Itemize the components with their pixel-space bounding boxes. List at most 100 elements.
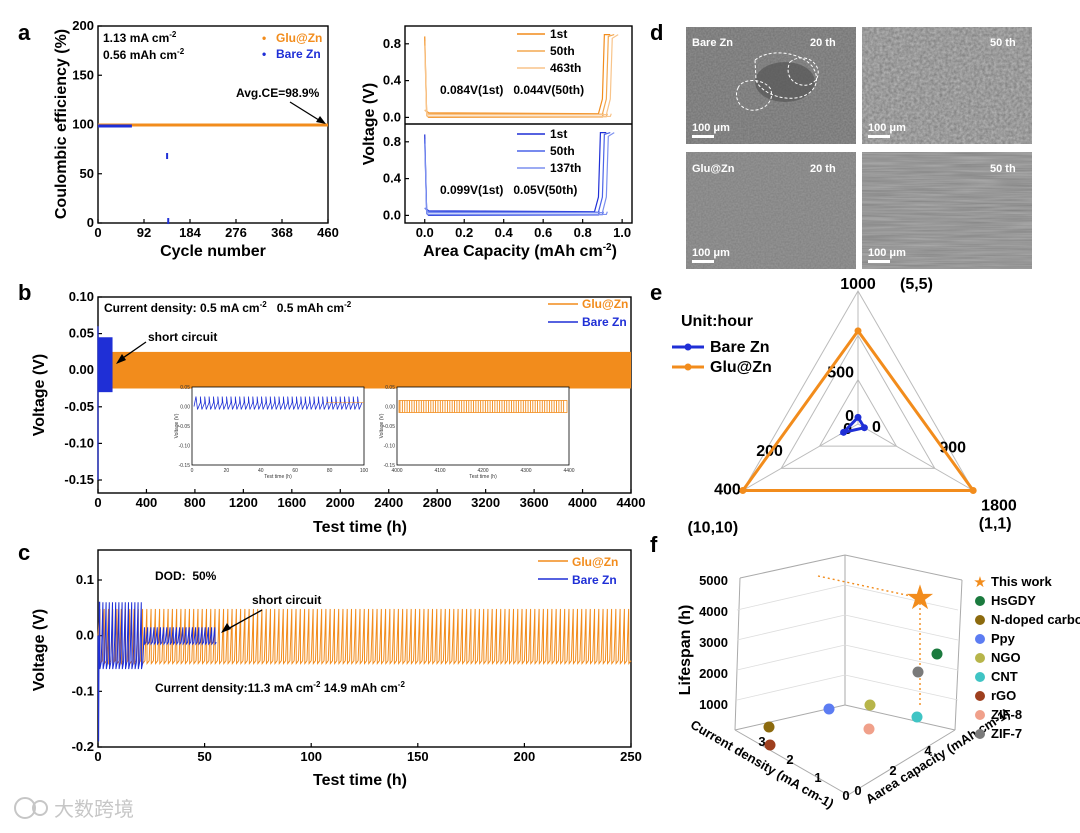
f-ytick-label: 4000	[699, 604, 728, 619]
series-glu-band	[107, 351, 631, 389]
inset-ytick-label: -0.05	[384, 424, 396, 430]
panel-a-xlabel: Cycle number	[160, 243, 266, 260]
legend-bottom-label: 137th	[550, 161, 581, 175]
inset-ylabel: Voltage (V)	[379, 413, 385, 438]
panel-b-xtick-label: 800	[184, 495, 206, 510]
inset-xtick-label: 4100	[434, 468, 445, 474]
legend-c-label: Bare Zn	[572, 573, 617, 587]
panel-c-ytick-label: -0.2	[72, 739, 94, 754]
legend-top-label: 463th	[550, 61, 581, 75]
panel-a-avg-arrowhead	[316, 116, 326, 124]
f-zlabel: Aarea capacity (mAh cm-1)	[863, 706, 1012, 807]
radar-axis-min: 0	[845, 408, 854, 425]
f-capacity-tick: 2	[889, 763, 896, 778]
f-xlabel: Current density (mA cm-1)	[688, 717, 836, 811]
panel-a2-xtick-label: 0.8	[574, 225, 592, 240]
f-guide-1	[817, 575, 921, 599]
f-grid-line	[844, 584, 959, 611]
radar-point	[854, 327, 862, 335]
panel-b-xtick-label: 400	[136, 495, 158, 510]
inset-ytick-label: -0.10	[179, 444, 191, 450]
f-point-Ppy	[823, 703, 835, 715]
panel-label-d: d	[650, 20, 663, 45]
panel-label-c: c	[18, 540, 30, 565]
f-current-tick: 1	[814, 770, 821, 785]
sem-br-scale: 100 μm	[868, 247, 906, 259]
panel-a-current: 1.13 mA cm-2	[103, 30, 177, 45]
inset-ytick-label: 0.00	[385, 405, 395, 411]
panel-a-xtick-label: 0	[94, 225, 101, 240]
panel-b-xtick-label: 4400	[617, 495, 646, 510]
radar-legend-marker	[684, 343, 692, 351]
panel-label-f: f	[650, 532, 658, 557]
sem-tr-scale: 100 μm	[868, 122, 906, 134]
panel-a-ytick-label: 100	[72, 117, 94, 132]
panel-a-legend-dot-glu: •	[262, 31, 266, 45]
panel-a2-xtick-label: 0.0	[416, 225, 434, 240]
panel-b-condition: Current density: 0.5 mA cm-2 0.5 mAh cm-…	[104, 300, 352, 315]
panel-label-a: a	[18, 20, 31, 45]
legend-bottom-label: 1st	[550, 127, 567, 141]
inset-ytick-label: 0.05	[180, 385, 190, 391]
panel-c-condition: Current density:11.3 mA cm-2 14.9 mAh cm…	[155, 680, 405, 695]
panel-c-xtick-label: 50	[197, 749, 211, 764]
inset-xtick-label: 60	[292, 468, 298, 474]
panel-b-short-label: short circuit	[148, 330, 217, 344]
sem-tl-sample: Bare Zn	[692, 37, 733, 49]
panel-e-radar: 10005000(5,5)18009000(1,1)4002000(10,10)…	[672, 276, 1017, 537]
panel-c-ytick-label: -0.1	[72, 683, 94, 698]
f-capacity-tick: 0	[854, 783, 861, 798]
legend-c-label: Glu@Zn	[572, 555, 618, 569]
radar-grid	[818, 378, 898, 447]
sem-tile-glu-20: Glu@Zn 20 th 100 μm	[686, 152, 856, 269]
panel-a-ytick-label: 200	[72, 18, 94, 33]
panel-a-ytick-label: 0	[87, 215, 94, 230]
inset-ytick-label: -0.15	[179, 463, 191, 469]
series-bare-outlier	[167, 218, 170, 225]
panel-a2-xtick-label: 0.4	[495, 225, 514, 240]
f-box-right	[954, 579, 963, 731]
sem-tl-scale: 100 μm	[692, 122, 730, 134]
panel-a-xtick-label: 368	[271, 225, 293, 240]
series-top-1st-charge	[424, 34, 611, 115]
radar-legend-label: Bare Zn	[710, 339, 770, 356]
series-bare-cycles	[97, 601, 217, 742]
watermark-text: 大数跨境	[54, 797, 134, 821]
radar-point	[860, 424, 868, 432]
f-legend-label: rGO	[991, 688, 1016, 703]
panel-a2-xtick-label: 1.0	[613, 225, 631, 240]
radar-grid	[780, 334, 936, 469]
panel-a2-xtick-label: 0.6	[534, 225, 552, 240]
f-box-back-top	[739, 554, 846, 579]
watermark: 大数跨境	[14, 797, 134, 821]
panel-a-legend-bare: Bare Zn	[276, 47, 321, 61]
radar-point	[854, 413, 862, 421]
panel-b-ytick-label: 0.00	[69, 362, 94, 377]
panel-f-3d-scatter: 1000 2000 3000 4000 5000 Lifespan (h) 0 1 2 3Curr…	[677, 554, 1080, 811]
panel-a-xtick-label: 276	[225, 225, 247, 240]
inset-axes	[191, 386, 365, 466]
f-legend-label: ZIF-8	[991, 707, 1022, 722]
f-grid-line	[844, 614, 959, 641]
panel-a-avg-ce: Avg.CE=98.9%	[236, 86, 320, 100]
inset-xlabel: Test time (h)	[264, 474, 292, 480]
f-ytick-label: 1000	[699, 697, 728, 712]
panel-c-chart: 0 50 100 150 200 250 0.1 0.0 -0.1 -0.2 Test time …	[31, 549, 642, 789]
f-ylabel: Lifespan (h)	[677, 605, 694, 696]
radar-unit: Unit:hour	[681, 313, 753, 330]
f-box-floor-right	[844, 704, 956, 731]
panel-a-xtick-label: 184	[179, 225, 201, 240]
sem-tr-cycle: 50 th	[990, 37, 1016, 49]
radar-legend-label: Glu@Zn	[710, 359, 772, 376]
panel-a-chart: 0 92 184 276 368 460 200 150 100 50 0 Cycle number…	[53, 18, 339, 260]
panel-a2-ylabel: Voltage (V)	[361, 83, 378, 165]
panel-a2-top-ytick-label: 0.4	[383, 73, 402, 88]
panel-b-xtick-label: 1200	[229, 495, 258, 510]
panel-c-short-label: short circuit	[252, 593, 321, 607]
sem-bl-scale: 100 μm	[692, 247, 730, 259]
radar-axis-label: (5,5)	[900, 276, 933, 293]
f-legend-marker	[975, 653, 985, 663]
f-ytick-label: 5000	[699, 573, 728, 588]
inset-xtick-label: 20	[224, 468, 230, 474]
